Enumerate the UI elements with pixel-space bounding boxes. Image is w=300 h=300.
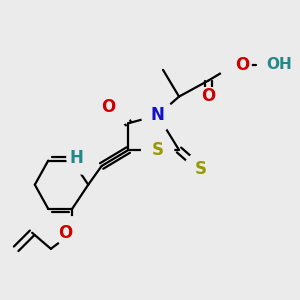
Circle shape (67, 142, 99, 174)
Text: S: S (194, 160, 206, 178)
Text: S: S (152, 141, 164, 159)
Circle shape (56, 217, 88, 249)
Text: H: H (69, 149, 83, 167)
Text: O: O (58, 224, 72, 242)
Text: N: N (151, 106, 165, 124)
Circle shape (192, 88, 224, 121)
Circle shape (142, 99, 174, 131)
Circle shape (142, 134, 174, 166)
Text: OH: OH (266, 57, 292, 72)
Text: O: O (235, 56, 249, 74)
Circle shape (96, 88, 134, 126)
Text: O: O (201, 87, 215, 105)
Circle shape (184, 153, 216, 185)
Circle shape (219, 49, 251, 81)
Text: O: O (101, 98, 115, 116)
